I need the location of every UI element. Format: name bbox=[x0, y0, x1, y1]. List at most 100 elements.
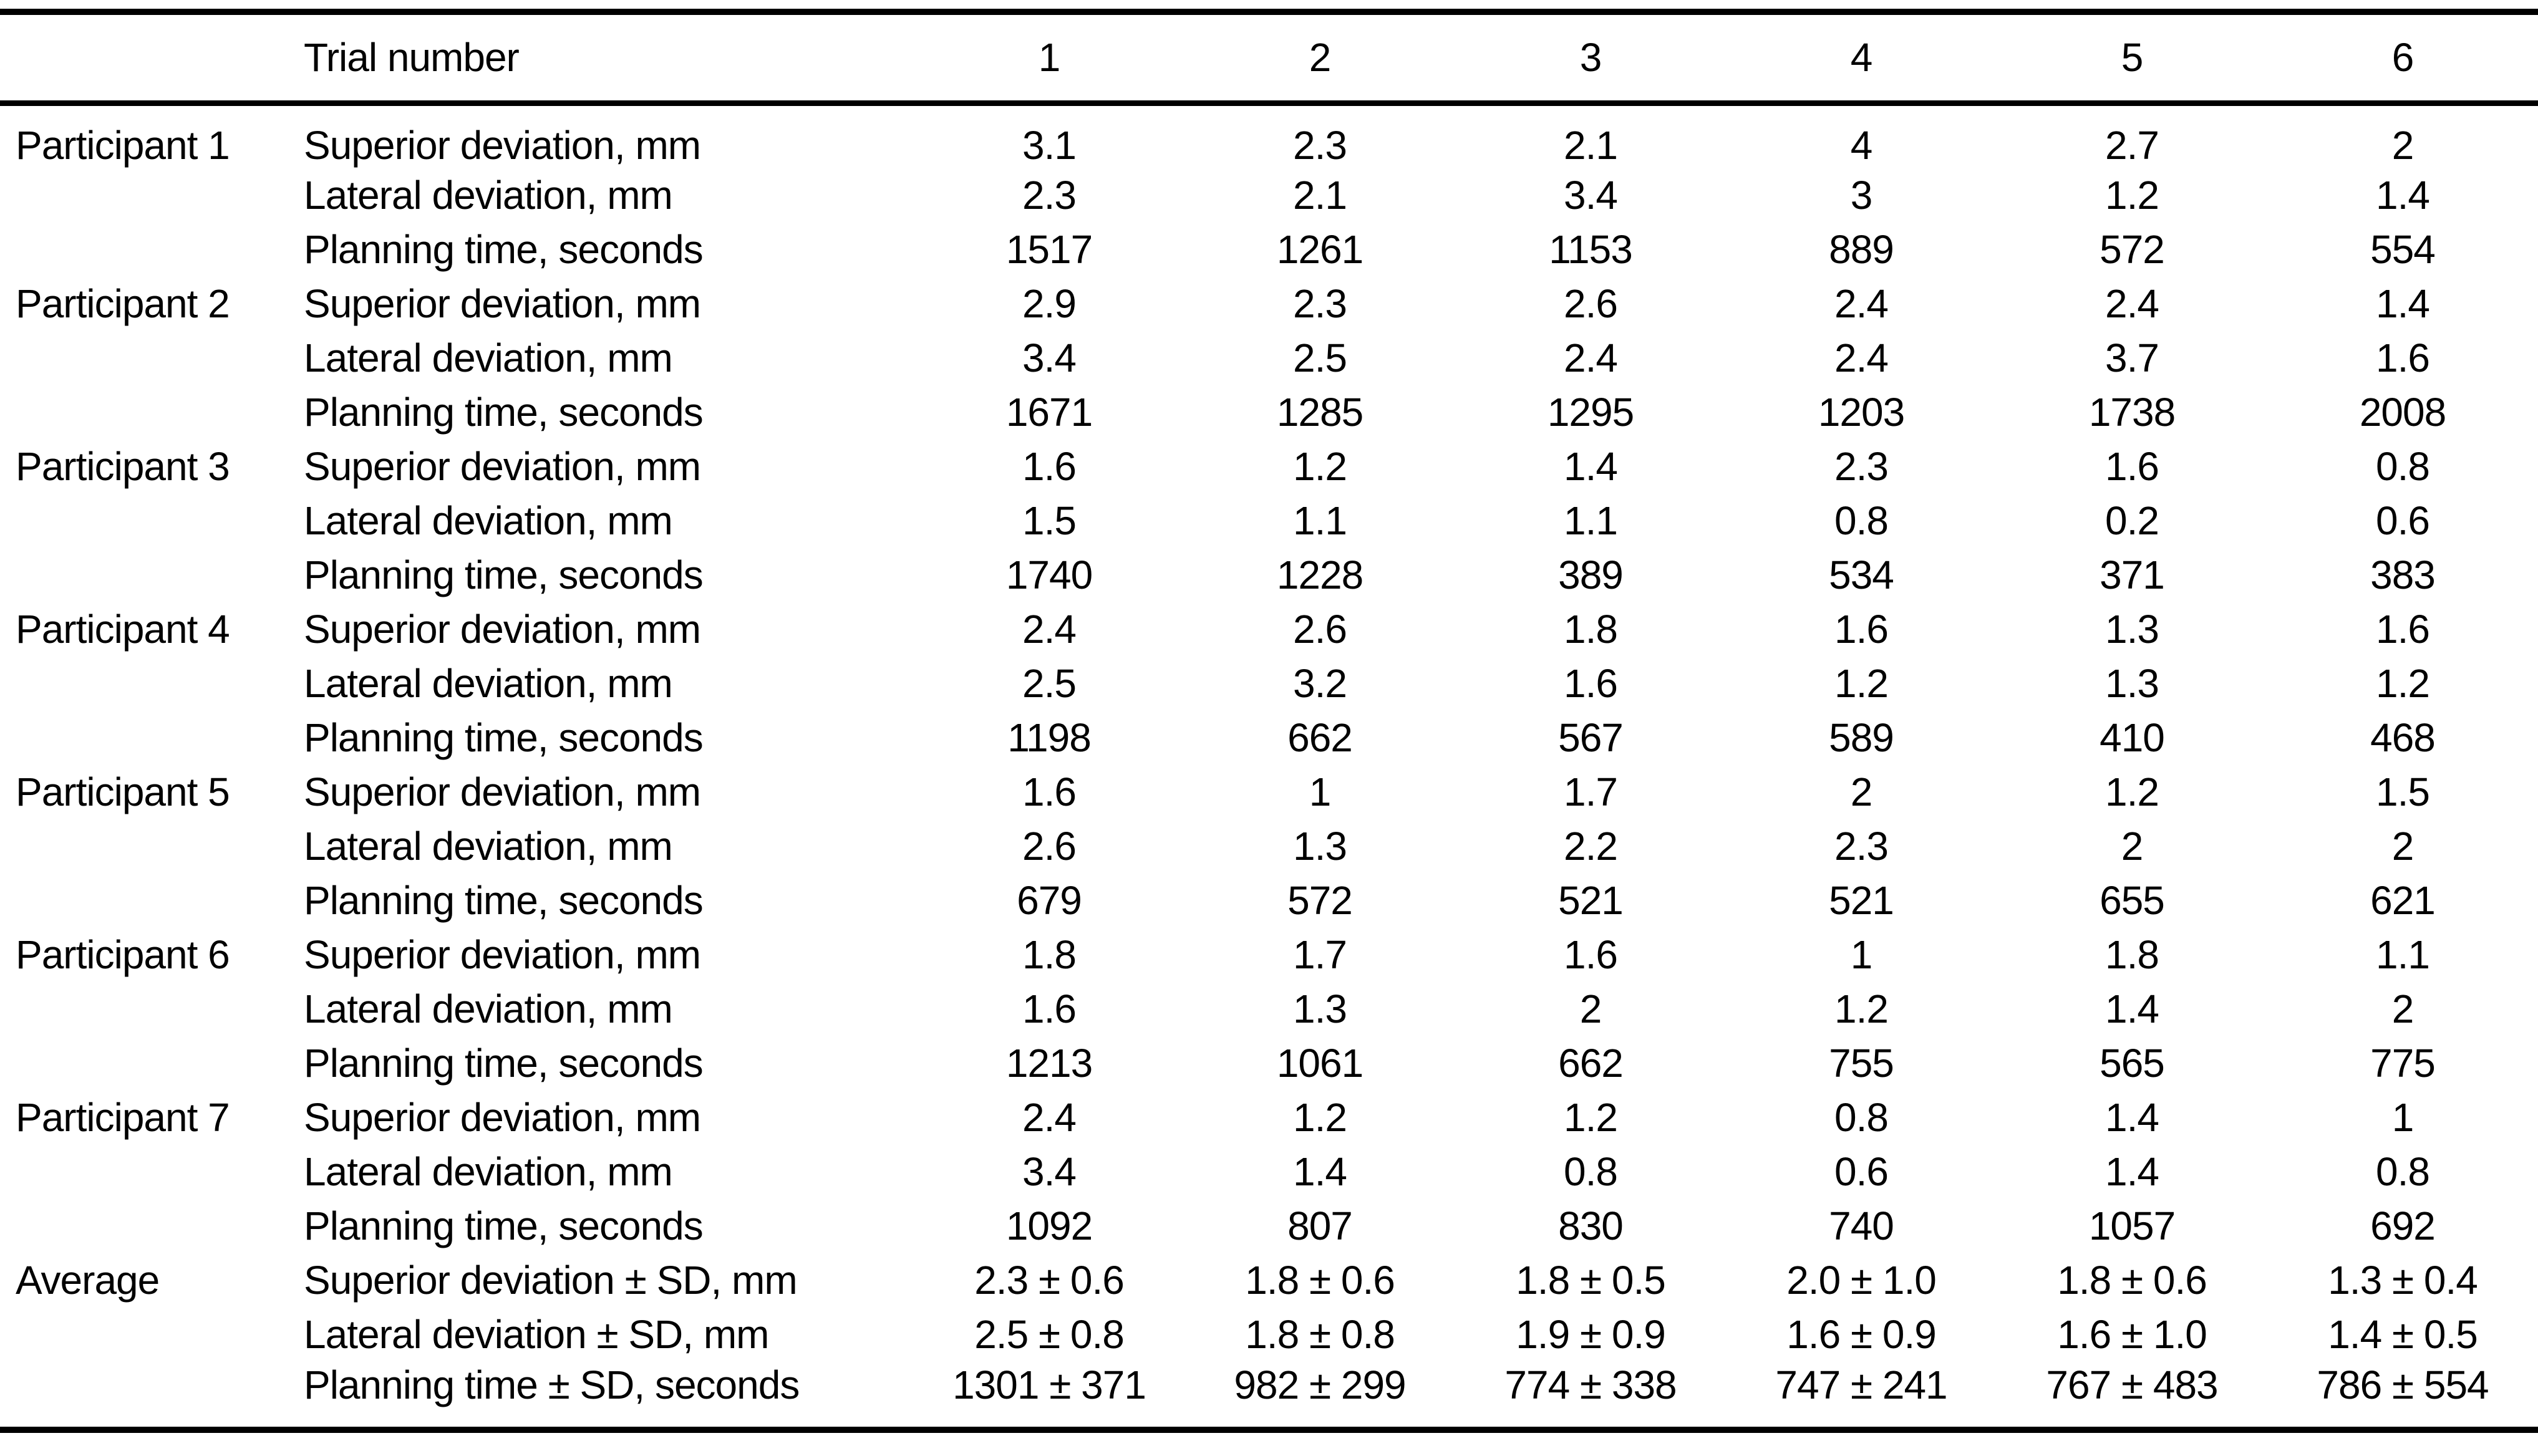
trial-value: 1.4 bbox=[2105, 1095, 2159, 1140]
table-row: Lateral deviation, mm 1.6 1.3 2 1.2 1.4 2 bbox=[0, 982, 2538, 1036]
measure-label: Superior deviation, mm bbox=[304, 1095, 701, 1140]
trial-value: 1.6 bbox=[2376, 335, 2430, 380]
trial-value: 1198 bbox=[1007, 715, 1092, 760]
trial-value: 1.4 bbox=[2105, 986, 2159, 1031]
measure-label: Planning time, seconds bbox=[304, 227, 704, 272]
table-row: Planning time, seconds 1517 1261 1153 889 572… bbox=[0, 223, 2538, 277]
table-row: Planning time, seconds 1198 662 567 589 410 46… bbox=[0, 711, 2538, 765]
trial-value: 2.4 bbox=[1022, 607, 1077, 652]
trial-value: 371 bbox=[2100, 552, 2165, 597]
participant-label bbox=[0, 819, 287, 874]
participant-label bbox=[0, 1145, 287, 1199]
table-row: Participant 3 Superior deviation, mm 1.6 1.… bbox=[0, 440, 2538, 494]
measure-label: Planning time, seconds bbox=[304, 1041, 704, 1086]
table-row: Lateral deviation, mm 1.5 1.1 1.1 0.8 0.2 0.6 bbox=[0, 494, 2538, 548]
table-row: Participant 1 Superior deviation, mm 3.1 2.… bbox=[0, 103, 2538, 168]
trial-value: 2 bbox=[1579, 986, 1602, 1031]
participant-label: Participant 7 bbox=[16, 1095, 230, 1140]
trial-value: 1057 bbox=[2088, 1203, 2176, 1248]
trial-value: 1.3 bbox=[2105, 661, 2159, 706]
measure-label: Superior deviation, mm bbox=[304, 122, 701, 168]
trial-value: 1.2 bbox=[2105, 173, 2159, 218]
measure-label: Lateral deviation ± SD, mm bbox=[304, 1312, 769, 1357]
trial-value: 1301 ± 371 bbox=[952, 1362, 1146, 1407]
trial-value: 389 bbox=[1558, 552, 1624, 597]
trial-results-table: Trial number 1 2 3 4 5 6 Participant 1 Su… bbox=[0, 9, 2538, 1433]
trial-value: 1.8 bbox=[2105, 932, 2159, 977]
table-row: Participant 2 Superior deviation, mm 2.9 2.… bbox=[0, 277, 2538, 331]
trial-column-header: 2 bbox=[1184, 12, 1455, 106]
trial-value: 679 bbox=[1017, 878, 1082, 923]
trial-value: 2.6 bbox=[1293, 607, 1347, 652]
trial-value: 1.9 ± 0.9 bbox=[1516, 1312, 1666, 1357]
measure-label: Planning time, seconds bbox=[304, 390, 704, 435]
trial-value: 1.5 bbox=[2376, 769, 2430, 814]
measure-label: Superior deviation, mm bbox=[304, 281, 701, 326]
participant-label: Participant 6 bbox=[16, 932, 230, 977]
trial-value: 1.4 bbox=[1293, 1149, 1347, 1194]
trial-value: 2.4 bbox=[2105, 281, 2159, 326]
table-row: Participant 5 Superior deviation, mm 1.6 1 1… bbox=[0, 765, 2538, 819]
trial-value: 554 bbox=[2370, 227, 2436, 272]
participant-label bbox=[0, 1036, 287, 1091]
table-row: Planning time, seconds 1092 807 830 740 1057 6… bbox=[0, 1199, 2538, 1253]
table-row: Lateral deviation, mm 3.4 1.4 0.8 0.6 1.4 0.8 bbox=[0, 1145, 2538, 1199]
table-row: Participant 6 Superior deviation, mm 1.8 1.… bbox=[0, 928, 2538, 982]
table-row: Planning time, seconds 1740 1228 389 534 371 3… bbox=[0, 548, 2538, 602]
trial-value: 1.8 ± 0.6 bbox=[1245, 1258, 1395, 1303]
trial-value: 1.6 bbox=[2376, 607, 2430, 652]
table-row: Average Superior deviation ± SD, mm 2.3 ± … bbox=[0, 1253, 2538, 1308]
trial-value: 1.4 bbox=[2376, 281, 2430, 326]
participant-label: Participant 1 bbox=[16, 122, 230, 168]
trial-value: 2.4 bbox=[1564, 335, 1618, 380]
trial-value: 1 bbox=[1309, 769, 1332, 814]
measure-label: Superior deviation, mm bbox=[304, 932, 701, 977]
trial-value: 2.3 bbox=[1834, 824, 1889, 869]
measure-label: Lateral deviation, mm bbox=[304, 498, 673, 543]
participant-label bbox=[0, 331, 287, 385]
trial-value: 1285 bbox=[1276, 390, 1363, 435]
table-row: Planning time, seconds 1213 1061 662 755 565 7… bbox=[0, 1036, 2538, 1091]
table-row: Lateral deviation, mm 2.5 3.2 1.6 1.2 1.3 1.2 bbox=[0, 657, 2538, 711]
table-row: Lateral deviation, mm 3.4 2.5 2.4 2.4 3.7 1.6 bbox=[0, 331, 2538, 385]
table-row: Participant 7 Superior deviation, mm 2.4 1.… bbox=[0, 1091, 2538, 1145]
trial-value: 572 bbox=[2100, 227, 2165, 272]
measure-label: Planning time, seconds bbox=[304, 552, 704, 597]
trial-value: 1 bbox=[1850, 932, 1873, 977]
trial-value: 2.0 ± 1.0 bbox=[1786, 1258, 1937, 1303]
trial-value: 2008 bbox=[2359, 390, 2446, 435]
trial-value: 1.8 bbox=[1022, 932, 1077, 977]
trial-value: 740 bbox=[1829, 1203, 1894, 1248]
trial-value: 1.6 bbox=[1564, 661, 1618, 706]
trial-value: 982 ± 299 bbox=[1234, 1362, 1406, 1407]
table-row: Lateral deviation ± SD, mm 2.5 ± 0.8 1.8 ±… bbox=[0, 1308, 2538, 1362]
participant-label: Average bbox=[16, 1258, 160, 1303]
trial-value: 1061 bbox=[1276, 1041, 1363, 1086]
trial-value: 410 bbox=[2100, 715, 2165, 760]
participant-label: Participant 4 bbox=[16, 607, 230, 652]
trial-value: 1.8 ± 0.8 bbox=[1245, 1312, 1395, 1357]
trial-value: 521 bbox=[1558, 878, 1624, 923]
measure-label: Superior deviation, mm bbox=[304, 607, 701, 652]
participant-label bbox=[0, 982, 287, 1036]
trial-value: 1.6 ± 1.0 bbox=[2057, 1312, 2207, 1357]
trial-value: 655 bbox=[2100, 878, 2165, 923]
trial-value: 3.4 bbox=[1564, 173, 1618, 218]
trial-value: 1.2 bbox=[1834, 986, 1889, 1031]
trial-value: 2.3 bbox=[1293, 122, 1347, 168]
trial-value: 2.5 bbox=[1293, 335, 1347, 380]
participant-label bbox=[0, 874, 287, 928]
trial-value: 747 ± 241 bbox=[1775, 1362, 1947, 1407]
trial-value: 1.6 bbox=[1022, 986, 1077, 1031]
table-row: Planning time, seconds 1671 1285 1295 1203 17… bbox=[0, 385, 2538, 440]
trial-value: 2.9 bbox=[1022, 281, 1077, 326]
measure-label: Planning time ± SD, seconds bbox=[304, 1362, 800, 1407]
trial-value: 1738 bbox=[2088, 390, 2176, 435]
trial-value: 2 bbox=[2391, 122, 2414, 168]
trial-value: 1.6 ± 0.9 bbox=[1786, 1312, 1937, 1357]
trial-value: 1213 bbox=[1005, 1041, 1093, 1086]
trial-value: 383 bbox=[2370, 552, 2436, 597]
trial-value: 1261 bbox=[1276, 227, 1363, 272]
trial-value: 0.8 bbox=[2376, 444, 2430, 489]
